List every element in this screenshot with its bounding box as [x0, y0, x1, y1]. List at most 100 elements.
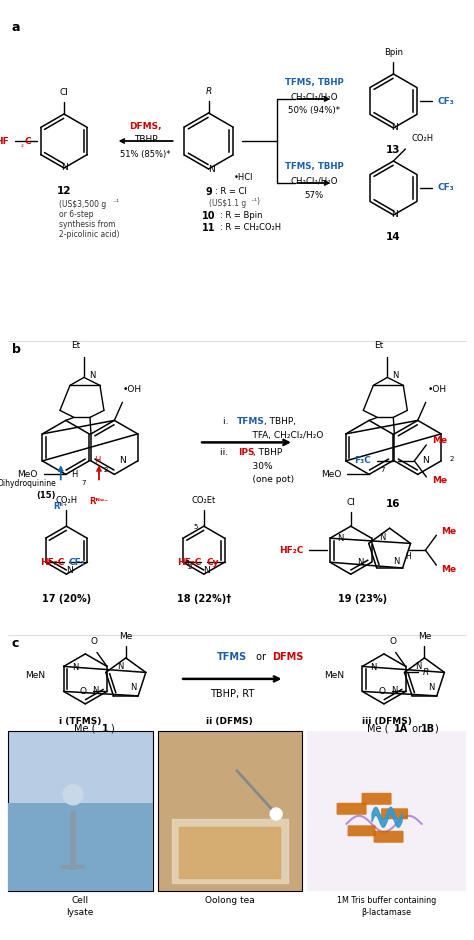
Text: ⁻¹: ⁻¹ [112, 198, 119, 207]
Text: ⁻¹): ⁻¹) [251, 197, 261, 206]
Text: DFMS: DFMS [272, 652, 304, 662]
Text: F₃C: F₃C [354, 457, 371, 465]
Text: CO₂H: CO₂H [411, 134, 434, 143]
Text: , TBHP,: , TBHP, [264, 417, 296, 427]
Text: Rᴱ⁺: Rᴱ⁺ [54, 502, 68, 511]
Text: Me: Me [119, 632, 133, 641]
Text: i (TFMS): i (TFMS) [59, 717, 101, 726]
Text: Me: Me [432, 436, 447, 446]
Text: Dihydroquinine: Dihydroquinine [0, 479, 56, 489]
Text: Me (: Me ( [367, 724, 389, 734]
Text: b: b [12, 343, 21, 356]
Text: Cy: Cy [206, 557, 219, 567]
Text: CH₂Cl₂/H₂O: CH₂Cl₂/H₂O [290, 177, 337, 185]
Text: TFMS: TFMS [237, 417, 264, 427]
Text: TBHP, RT: TBHP, RT [210, 689, 255, 699]
Text: TFMS, TBHP: TFMS, TBHP [284, 79, 343, 87]
Text: CF₃: CF₃ [438, 97, 454, 105]
Text: N: N [428, 682, 435, 692]
Text: : R = Cl: : R = Cl [215, 187, 246, 196]
Text: 10: 10 [202, 211, 215, 221]
Text: CO₂H: CO₂H [55, 496, 77, 505]
Text: Et: Et [71, 341, 80, 351]
Text: 1: 1 [102, 724, 109, 734]
Text: H: H [71, 470, 77, 478]
Text: (15): (15) [36, 492, 56, 500]
Text: N: N [391, 211, 398, 219]
Text: 1B: 1B [421, 724, 435, 734]
Text: HF₂C: HF₂C [177, 557, 201, 567]
Circle shape [63, 785, 83, 805]
Text: or: or [253, 652, 269, 662]
Text: (one pot): (one pot) [241, 476, 295, 484]
Text: Bpin: Bpin [384, 48, 403, 57]
Text: 9: 9 [205, 187, 212, 197]
Text: 12: 12 [57, 186, 71, 196]
Text: Me: Me [418, 632, 431, 641]
Text: MeO: MeO [321, 470, 341, 478]
Text: CO₂Et: CO₂Et [191, 496, 216, 505]
Text: a: a [12, 21, 20, 34]
Text: Cl: Cl [346, 498, 355, 508]
FancyBboxPatch shape [347, 825, 375, 837]
FancyBboxPatch shape [374, 831, 403, 843]
Text: 2-picolinic acid): 2-picolinic acid) [59, 230, 119, 239]
Text: c: c [12, 637, 19, 650]
Text: C: C [24, 136, 31, 146]
Text: 2: 2 [450, 456, 454, 462]
Text: TFA, CH₂Cl₂/H₂O: TFA, CH₂Cl₂/H₂O [241, 431, 324, 441]
Text: O: O [80, 687, 87, 696]
Text: 11: 11 [202, 223, 215, 233]
Text: H: H [406, 553, 411, 561]
Text: N: N [89, 371, 95, 380]
Text: 2: 2 [104, 467, 109, 473]
Text: N: N [66, 566, 73, 575]
Text: H: H [94, 457, 100, 465]
Text: 5: 5 [193, 525, 198, 530]
Text: N: N [391, 123, 398, 133]
Text: N: N [72, 663, 78, 672]
Text: (US$3,500 g: (US$3,500 g [59, 200, 106, 209]
Text: 1A: 1A [394, 724, 408, 734]
Text: lysate: lysate [67, 908, 94, 916]
Text: 1M Tris buffer containing: 1M Tris buffer containing [337, 896, 436, 904]
FancyBboxPatch shape [381, 808, 408, 820]
Text: N: N [208, 164, 214, 174]
Text: Cl: Cl [60, 88, 68, 97]
Text: β-lactamase: β-lactamase [362, 908, 411, 916]
Text: R: R [205, 87, 212, 96]
Text: synthesis from: synthesis from [59, 220, 116, 229]
Text: TBHP: TBHP [134, 135, 157, 145]
Text: 6: 6 [184, 560, 189, 566]
Text: Cell: Cell [72, 896, 89, 904]
Text: N: N [119, 457, 126, 465]
Text: HF₂C: HF₂C [279, 546, 304, 555]
Text: N: N [203, 566, 210, 575]
Text: or: or [409, 724, 425, 734]
Text: 50% (94%)*: 50% (94%)* [288, 106, 340, 116]
FancyBboxPatch shape [8, 731, 153, 891]
Text: ): ) [434, 724, 438, 734]
Text: •OH: •OH [428, 385, 447, 395]
Text: •OH: •OH [122, 385, 141, 395]
Text: N: N [117, 662, 123, 671]
Text: TFMS: TFMS [217, 652, 247, 662]
Text: N: N [392, 371, 399, 380]
Text: N: N [92, 685, 99, 695]
Text: N: N [415, 662, 422, 671]
Text: CF₃: CF₃ [69, 557, 85, 567]
Text: HF: HF [0, 136, 9, 146]
Text: N: N [371, 663, 377, 672]
Text: O: O [91, 637, 98, 647]
Text: : R = Bpin: : R = Bpin [219, 211, 262, 220]
Text: N: N [422, 457, 429, 465]
Text: HF₂C: HF₂C [40, 557, 64, 567]
Text: DFMS,: DFMS, [129, 122, 162, 132]
Text: N: N [393, 556, 400, 566]
Text: IPS: IPS [238, 448, 255, 458]
FancyBboxPatch shape [362, 792, 392, 805]
Text: (US$1.1 g: (US$1.1 g [209, 199, 246, 208]
Text: 57%: 57% [304, 191, 324, 199]
Text: ii.: ii. [220, 448, 231, 458]
Text: 51% (85%)*: 51% (85%)* [120, 149, 171, 159]
